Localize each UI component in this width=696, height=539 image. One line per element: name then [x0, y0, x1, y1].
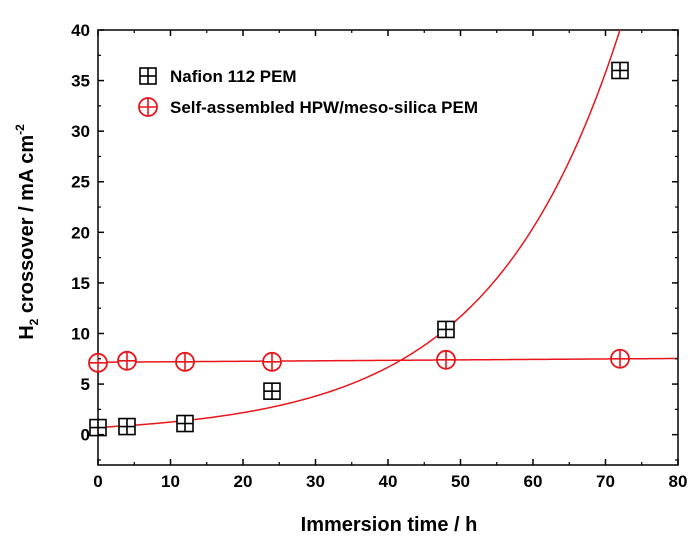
y-axis-title-main: H	[16, 325, 38, 339]
legend: Nafion 112 PEM Self-assembled HPW/meso-si…	[138, 67, 478, 117]
data-point	[610, 348, 630, 369]
axis-ticks: 0 10 20 30 40 50 60 70 80 0 5 10 15 20 25 30 35 40	[71, 21, 687, 491]
y-axis-title-sub: 2	[27, 318, 41, 325]
plot-area	[97, 29, 679, 466]
data-point	[175, 351, 195, 372]
x-tick-label: 30	[306, 472, 325, 491]
x-tick-label: 50	[451, 472, 470, 491]
data-point	[263, 382, 281, 400]
y-tick-label: 0	[81, 426, 90, 445]
data-point	[88, 352, 108, 373]
y-axis-title-rest: crossover / mA cm	[16, 135, 38, 319]
data-point	[176, 414, 194, 433]
y-tick-label: 10	[71, 324, 90, 343]
y-tick-label: 25	[71, 173, 90, 192]
data-point	[437, 320, 455, 339]
y-tick-label: 30	[71, 122, 90, 141]
y-tick-label: 5	[81, 375, 90, 394]
x-tick-label: 0	[93, 472, 102, 491]
data-point	[117, 350, 137, 371]
plot-frame	[97, 29, 679, 466]
data-point	[611, 61, 629, 80]
x-tick-label: 10	[161, 472, 180, 491]
x-tick-label: 80	[669, 472, 688, 491]
y-tick-label: 40	[71, 21, 90, 40]
legend-marker	[138, 97, 158, 117]
x-tick-label: 60	[524, 472, 543, 491]
fit-curve	[97, 29, 621, 429]
y-tick-label: 15	[71, 274, 90, 293]
legend-label: Nafion 112 PEM	[170, 67, 297, 86]
data-markers	[88, 61, 630, 437]
data-point	[89, 418, 107, 437]
legend-item: Self-assembled HPW/meso-silica PEM	[138, 97, 478, 117]
y-axis-title-sup: -2	[13, 124, 27, 135]
data-point	[436, 349, 456, 370]
x-tick-label: 40	[379, 472, 398, 491]
y-tick-label: 35	[71, 72, 90, 91]
legend-label: Self-assembled HPW/meso-silica PEM	[170, 98, 478, 117]
x-axis-title: Immersion time / h	[301, 514, 478, 536]
data-point	[118, 417, 136, 436]
x-tick-label: 70	[596, 472, 615, 491]
legend-item: Nafion 112 PEM	[139, 67, 297, 86]
x-tick-label: 20	[234, 472, 253, 491]
data-point	[262, 351, 282, 372]
legend-marker	[139, 67, 157, 85]
y-tick-label: 20	[71, 223, 90, 242]
y-axis-title: H2 crossover / mA cm-2	[13, 124, 41, 340]
